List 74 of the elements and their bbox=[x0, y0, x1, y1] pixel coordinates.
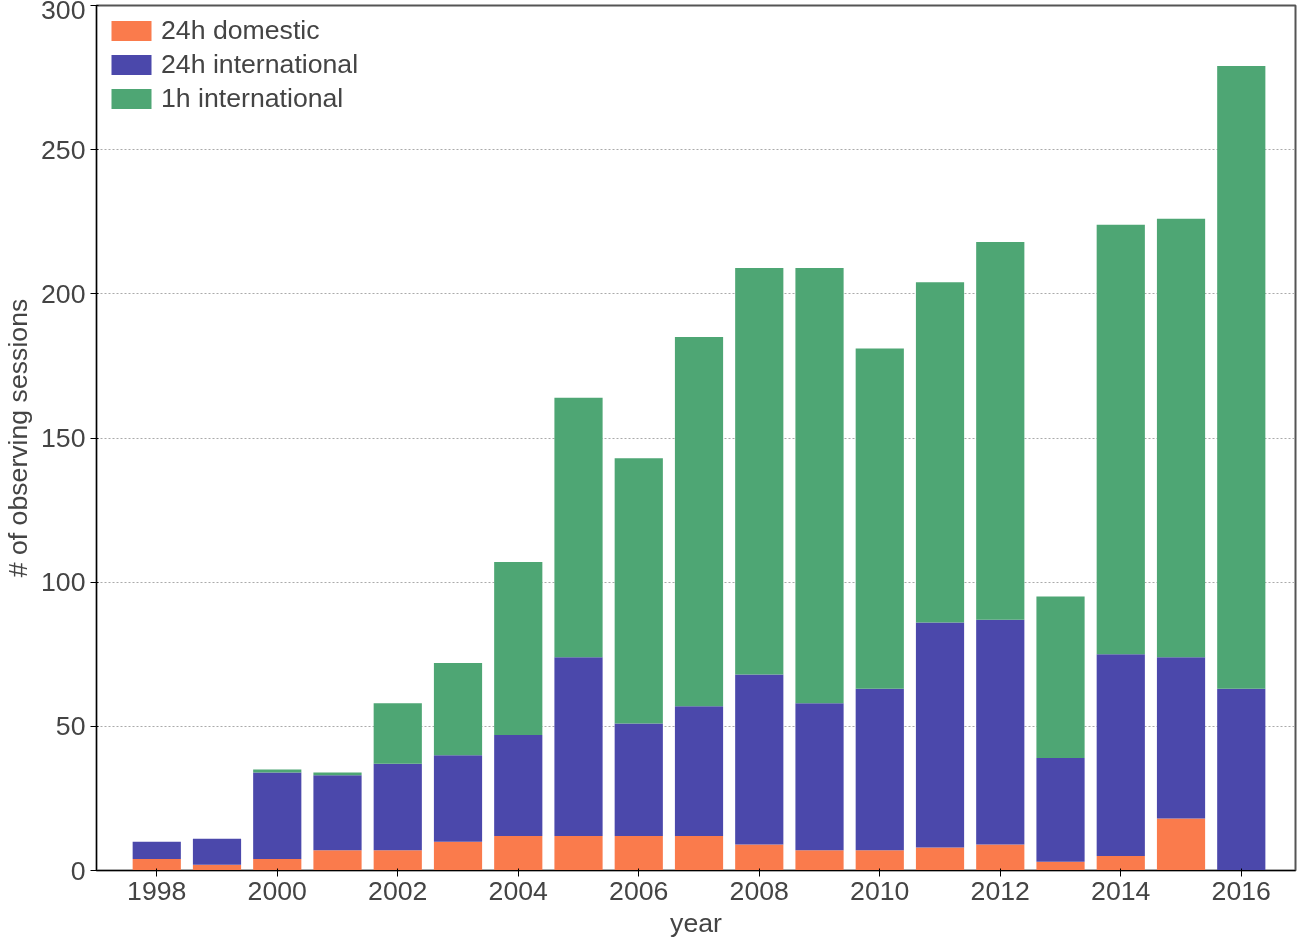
bar bbox=[1217, 688, 1266, 871]
bar bbox=[373, 850, 422, 871]
bar bbox=[253, 772, 302, 859]
x-tick-label: 2010 bbox=[850, 875, 910, 906]
legend-label: 24h international bbox=[161, 49, 359, 80]
bar bbox=[313, 772, 362, 776]
bar bbox=[976, 844, 1025, 871]
bar bbox=[132, 858, 181, 871]
bar bbox=[795, 267, 844, 704]
bar bbox=[1156, 218, 1206, 658]
bar bbox=[313, 850, 362, 871]
y-tick-label: 150 bbox=[41, 423, 86, 453]
bar bbox=[855, 348, 904, 689]
x-tick-label: 2016 bbox=[1211, 875, 1271, 906]
bar bbox=[494, 561, 543, 735]
bar bbox=[554, 397, 603, 658]
x-tick-label: 2012 bbox=[970, 875, 1030, 906]
bar bbox=[1096, 856, 1145, 871]
y-tick-label: 0 bbox=[70, 855, 86, 886]
x-axis-title: year bbox=[670, 907, 723, 938]
bar bbox=[1156, 657, 1206, 819]
bar bbox=[674, 835, 724, 871]
x-tick-label: 2002 bbox=[368, 875, 428, 906]
legend-label: 1h international bbox=[161, 83, 344, 114]
bar bbox=[433, 841, 483, 871]
bar bbox=[132, 841, 181, 859]
y-axis-title: # of observing sessions bbox=[3, 298, 34, 578]
bar bbox=[976, 619, 1025, 845]
bar bbox=[192, 838, 242, 865]
bar bbox=[674, 337, 724, 707]
bar bbox=[1036, 596, 1085, 759]
bar bbox=[976, 241, 1025, 620]
bar bbox=[735, 844, 784, 871]
bar bbox=[1036, 861, 1085, 871]
bar bbox=[735, 674, 784, 845]
bar bbox=[1096, 654, 1145, 857]
bar bbox=[614, 835, 663, 871]
bar bbox=[855, 688, 904, 851]
x-tick-label: 2014 bbox=[1091, 875, 1151, 906]
bar bbox=[253, 858, 302, 871]
y-tick-label: 200 bbox=[41, 278, 86, 309]
bar bbox=[915, 847, 965, 871]
bar bbox=[795, 850, 844, 871]
y-tick-label: 300 bbox=[41, 0, 86, 25]
bar bbox=[1217, 66, 1266, 689]
bar bbox=[855, 850, 904, 871]
bar bbox=[795, 703, 844, 851]
bar bbox=[433, 662, 483, 756]
y-tick-label: 250 bbox=[41, 134, 86, 165]
legend-label: 24h domestic bbox=[161, 15, 320, 46]
bar bbox=[1156, 818, 1206, 871]
bar bbox=[433, 755, 483, 842]
x-tick-label: 2006 bbox=[609, 875, 669, 906]
bar bbox=[735, 267, 784, 675]
bar bbox=[494, 835, 543, 871]
bar bbox=[554, 835, 603, 871]
bar bbox=[313, 775, 362, 851]
bar bbox=[1036, 758, 1085, 862]
bar bbox=[373, 763, 422, 851]
x-tick-label: 2008 bbox=[729, 875, 789, 906]
bar bbox=[915, 282, 965, 623]
bar bbox=[915, 622, 965, 848]
x-tick-label: 2004 bbox=[488, 875, 549, 906]
bar bbox=[494, 734, 543, 836]
bar bbox=[614, 458, 663, 724]
y-tick-label: 100 bbox=[41, 567, 86, 598]
bar bbox=[674, 706, 724, 836]
bar bbox=[373, 703, 422, 764]
bar bbox=[554, 657, 603, 836]
bar bbox=[614, 723, 663, 836]
y-tick-label: 50 bbox=[55, 711, 86, 742]
x-tick-label: 1998 bbox=[127, 875, 187, 906]
bar bbox=[1096, 224, 1145, 655]
x-tick-label: 2000 bbox=[247, 875, 307, 906]
